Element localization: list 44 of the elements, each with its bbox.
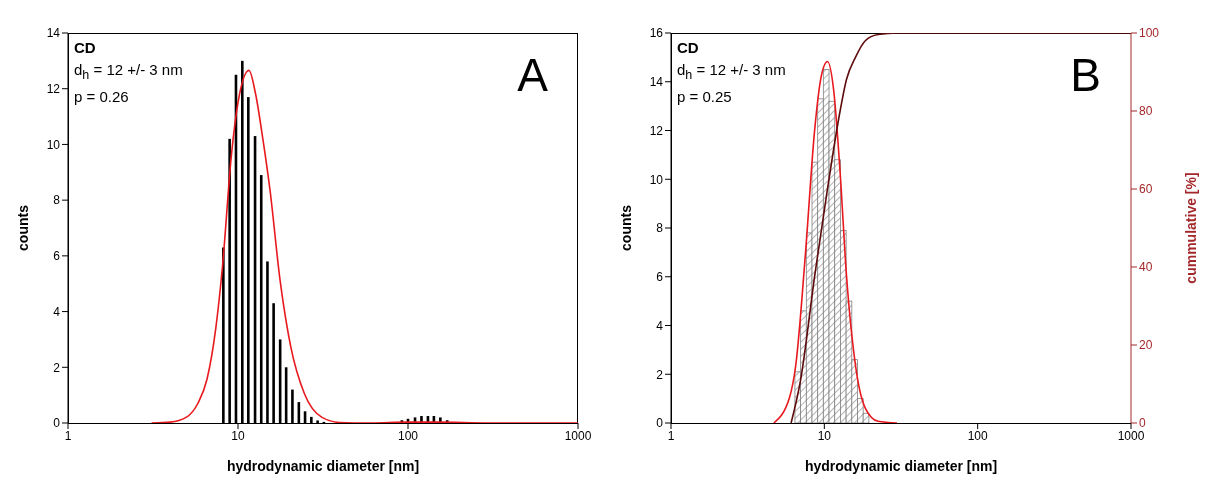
y-tick-label: 0 [53,416,61,431]
x-tick-label: 1000 [1117,428,1145,443]
annotation: d$_{h}$ = 12 +/- 3 nm [74,60,183,84]
x-tick-label: 10 [817,428,832,443]
y2-tick-label: 40 [1139,260,1153,275]
annotation: p = 0.26 [74,87,130,107]
y-tick-label: 10 [46,137,61,152]
x-tick-label: 1000 [564,428,592,443]
y2-tick-label: 20 [1139,338,1153,353]
y2-tick-label: 100 [1139,26,1160,41]
y-tick-label: 0 [656,416,664,431]
y-tick-label: 4 [53,304,61,319]
y-tick-label: 2 [53,360,61,375]
y-tick-label: 14 [46,26,61,41]
y-tick-label: 8 [656,221,664,236]
annotation: A [517,49,548,101]
x-tick-label: 100 [397,428,419,443]
y-tick-label: 6 [53,249,61,264]
y-tick-label: 12 [649,123,664,138]
y-axis-title: counts [617,204,634,251]
y2-tick-label: 0 [1139,416,1146,431]
y-axis-title: counts [14,204,31,251]
y2-axis-title: cummulative [%] [1182,172,1199,284]
x-tick-label: 100 [967,428,988,443]
y2-tick-label: 80 [1139,104,1153,119]
x-axis-title: hydrodynamic diameter [nm] [804,458,998,474]
y-tick-label: 12 [46,81,61,96]
chart-title: CD [677,38,700,58]
y-tick-label: 4 [656,318,664,333]
x-tick-label: 10 [231,428,245,443]
y-tick-label: 10 [649,172,664,187]
x-axis-title: hydrodynamic diameter [nm] [226,458,420,474]
chart-title: CD [74,38,97,58]
y2-tick-label: 60 [1139,182,1153,197]
y-tick-label: 2 [656,367,664,382]
annotation: d$_{h}$ = 12 +/- 3 nm [677,60,786,84]
x-tick-label: 1 [667,428,675,443]
annotation: B [1070,49,1101,101]
y-tick-label: 16 [649,26,664,41]
annotation: p = 0.25 [677,87,733,107]
y-tick-label: 14 [649,75,664,90]
y-tick-label: 6 [656,270,664,285]
x-tick-label: 1 [64,428,72,443]
y-tick-label: 8 [53,193,61,208]
